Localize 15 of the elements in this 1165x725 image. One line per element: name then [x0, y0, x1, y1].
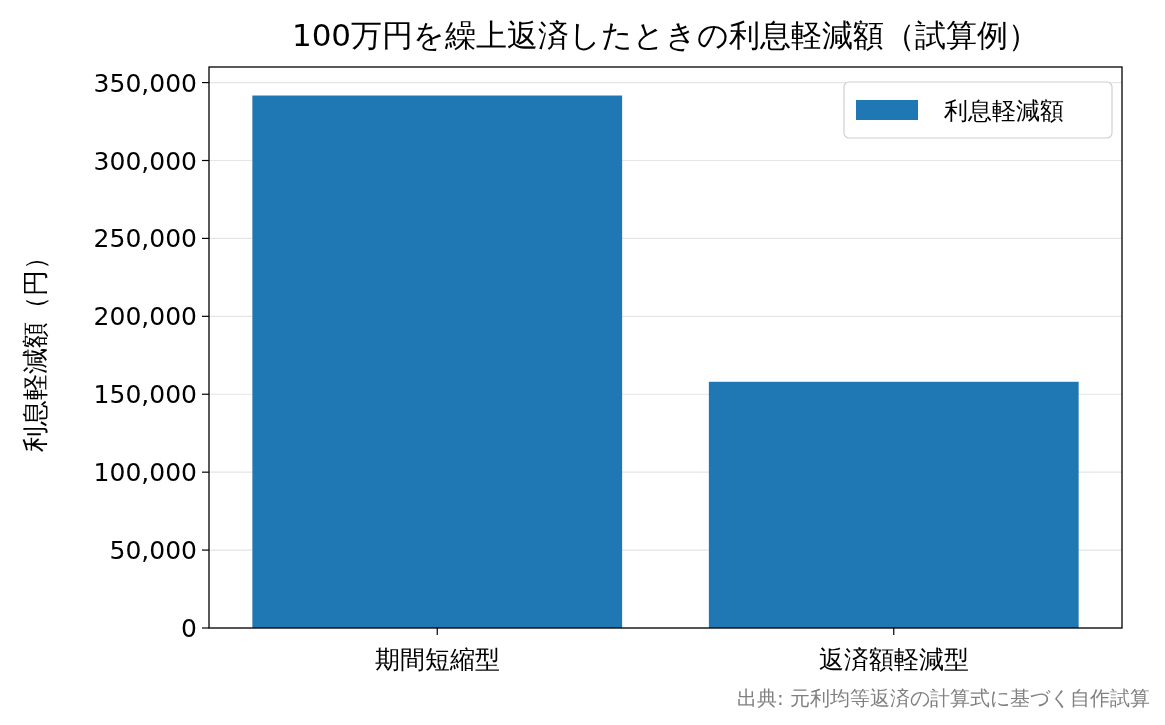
legend-label: 利息軽減額: [944, 97, 1064, 125]
y-tick-label: 0: [181, 614, 197, 643]
chart-title: 100万円を繰上返済したときの利息軽減額（試算例）: [291, 17, 1040, 53]
y-axis-title: 利息軽減額（円）: [20, 243, 50, 452]
y-tick-label: 50,000: [109, 536, 197, 566]
source-note: 出典: 元利均等返済の計算式に基づく自作試算: [736, 686, 1150, 710]
y-tick-label: 100,000: [93, 458, 197, 488]
y-tick-label: 250,000: [93, 224, 197, 254]
y-tick-label: 200,000: [93, 302, 197, 332]
y-tick-label: 350,000: [93, 68, 197, 98]
legend: 利息軽減額: [843, 81, 1113, 139]
x-tick-label: 期間短縮型: [374, 645, 500, 674]
y-tick-label: 150,000: [93, 380, 197, 410]
y-tick-label: 300,000: [93, 146, 197, 176]
x-tick-label: 返済額軽減型: [818, 645, 969, 674]
